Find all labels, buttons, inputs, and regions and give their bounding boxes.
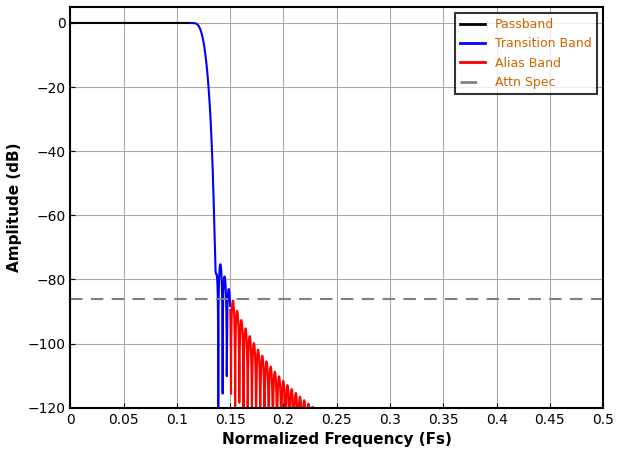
X-axis label: Normalized Frequency (Fs): Normalized Frequency (Fs) xyxy=(222,432,451,447)
Legend: Passband, Transition Band, Alias Band, Attn Spec: Passband, Transition Band, Alias Band, A… xyxy=(455,13,597,94)
Y-axis label: Amplitude (dB): Amplitude (dB) xyxy=(7,143,22,272)
